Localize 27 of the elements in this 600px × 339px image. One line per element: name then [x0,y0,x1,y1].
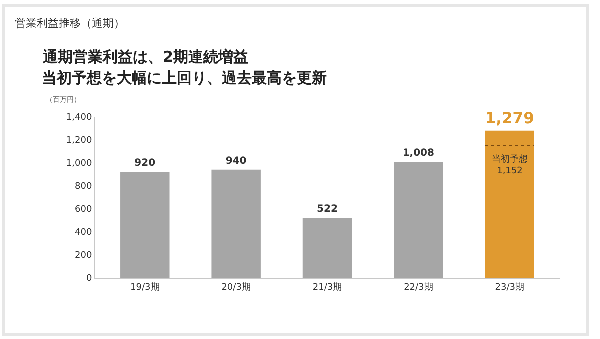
data-label: 1,279 [485,109,534,128]
data-label: 940 [226,156,247,167]
bar [394,162,444,278]
y-tick-label: 0 [86,274,92,284]
y-tick-label: 200 [75,251,92,262]
chart-title: 営業利益推移（通期） [15,17,125,30]
y-tick-label: 1,000 [66,159,92,170]
y-tick-label: 600 [75,205,92,216]
bar [485,130,534,278]
x-tick-label: 20/3期 [222,282,251,293]
x-tick-label: 22/3期 [404,282,434,293]
x-tick-label: 19/3期 [130,282,160,293]
data-label: 1,008 [402,148,435,160]
x-tick-label: 23/3期 [495,282,524,293]
data-label: 920 [134,158,156,170]
x-tick-label: 21/3期 [312,282,342,293]
y-tick-label: 1,400 [66,113,92,124]
chart-subtitle: 通期営業利益は、2期連続増益 [42,48,248,66]
ref-line-label: 当初予想 1,152 [492,154,528,177]
data-label: 522 [317,204,338,215]
y-tick-label: 1,200 [66,136,92,146]
bar [120,172,170,278]
bar [212,170,261,278]
y-tick-label: 400 [75,228,92,238]
y-tick-label: 800 [75,182,92,192]
text: 当初予想を大幅に上回り、過去最高を更新 [42,69,327,87]
bar [302,218,352,278]
